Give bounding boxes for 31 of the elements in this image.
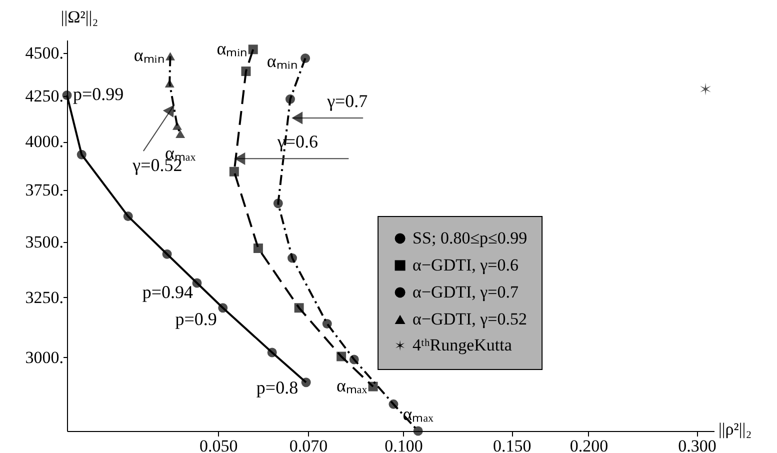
legend-label: α−GDTI, γ=0.6 — [412, 255, 519, 274]
y-tick-label: 3500. — [25, 232, 64, 252]
y-tick-label: 3250. — [25, 288, 64, 307]
y-tick-label: 4500. — [25, 44, 64, 63]
annotation: αₘₐₓ — [336, 376, 368, 396]
annotation: p=0.9 — [175, 308, 217, 329]
x-tick-label: 0.070 — [289, 436, 328, 453]
legend-label: α−GDTI, γ=0.52 — [412, 309, 528, 328]
legend-label: α−GDTI, γ=0.7 — [412, 282, 520, 302]
y-tick-label: 4250. — [25, 86, 64, 106]
x-tick-label: 0.050 — [199, 436, 238, 453]
annotation: αₘₐₓ — [402, 404, 434, 424]
y-axis-title: ||Ω²||₂ — [60, 8, 98, 26]
annotation: αₘᵢₙ — [266, 51, 298, 72]
annotation: γ=0.6 — [276, 132, 318, 152]
annotation: αₘᵢₙ — [216, 38, 248, 58]
y-tick-label: 3000. — [25, 348, 64, 367]
annotation: p=0.8 — [256, 377, 298, 398]
y-tick-label: 3750. — [25, 180, 64, 200]
legend-label: SS; 0.80≤p≤0.99 — [412, 228, 528, 248]
x-tick-label: 0.300 — [678, 436, 716, 453]
x-tick-label: 0.200 — [570, 436, 608, 453]
x-tick-label: 0.150 — [492, 436, 532, 453]
annotation: αₘᵢₙ — [134, 45, 164, 66]
y-tick-label: 4000. — [25, 132, 64, 152]
annotation: p=0.99 — [73, 84, 124, 104]
x-tick-label: 0.100 — [384, 436, 423, 453]
legend-label: 4ᵗʰRungeKutta — [412, 335, 512, 354]
annotation: γ=0.7 — [326, 90, 368, 111]
annotation: p=0.94 — [142, 282, 193, 302]
x-axis-title: ||ρ²||₂ — [718, 420, 752, 438]
